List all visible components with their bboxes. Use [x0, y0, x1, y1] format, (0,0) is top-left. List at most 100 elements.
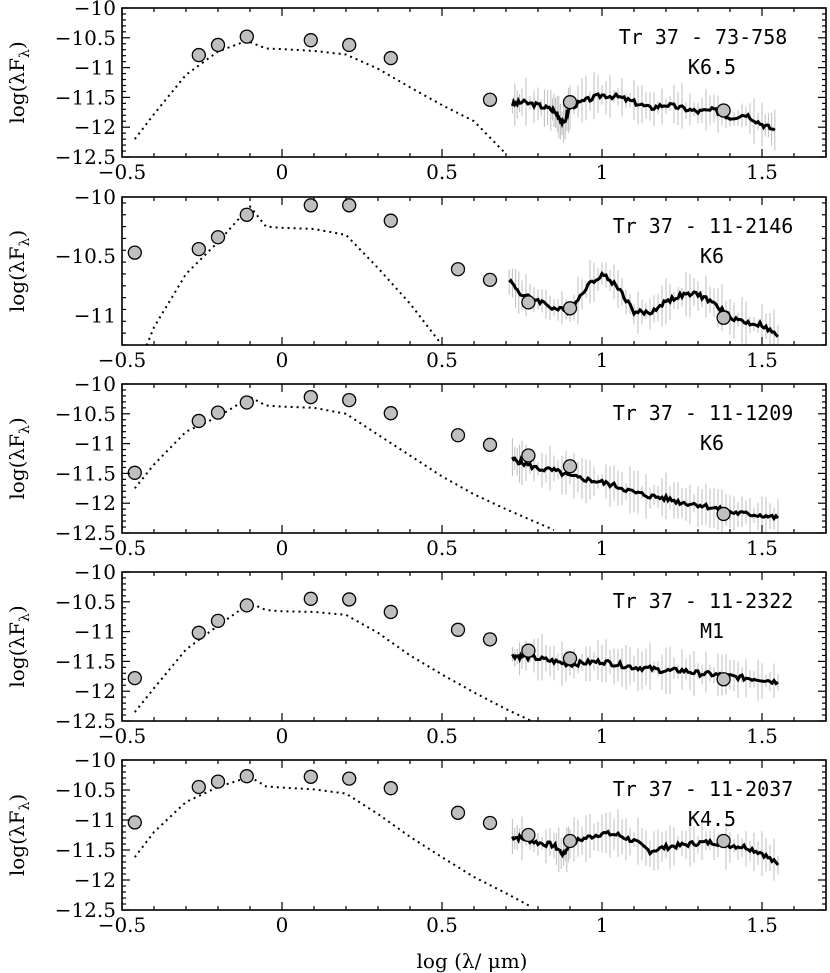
x-axis-title: log (λ/ μm) [417, 949, 528, 973]
y-tick-label: −11 [74, 808, 116, 832]
y-tick-label: −12.5 [55, 709, 116, 733]
y-tick-label: −12.5 [55, 145, 116, 169]
photometry-point [127, 815, 142, 830]
spectral-type-label: K4.5 [688, 807, 736, 831]
photometry-point [562, 833, 578, 849]
photometry-point [127, 245, 142, 260]
photometry-point [191, 241, 206, 257]
photometry-point [303, 591, 318, 606]
photometry-point [191, 413, 206, 429]
x-tick-label: −0.5 [98, 536, 147, 560]
photometry-point [383, 406, 398, 421]
x-tick-label: 0 [276, 348, 289, 372]
photometry-point [239, 207, 254, 222]
photometry-point [450, 622, 466, 637]
spectral-type-label: K6 [700, 431, 724, 455]
photometry-point [450, 428, 466, 443]
photometry-point [450, 262, 466, 277]
panel-1: −0.5 0 0.5 1 1.5 −10 −10.5 −11 −11.5 −12 −12.5 Tr 3… [55, 0, 827, 184]
star-id-label: Tr 37 - 73-758 [619, 25, 788, 49]
photometry-point [383, 781, 398, 796]
spectrum [511, 809, 780, 881]
photometry-point [521, 827, 536, 843]
x-tick-label: 1 [596, 160, 609, 184]
panel-3: −0.5 0 0.5 1 1.5 −10 −10.5 −11 −11.5 −12 −12.5 Tr 3… [55, 372, 827, 560]
y-axis-title: log(λFλ) [5, 794, 33, 876]
y-tick-label: −11.5 [55, 649, 116, 673]
plot-area [127, 591, 779, 721]
y-tick-label: −11 [74, 620, 116, 644]
y-tick-label: −11.5 [55, 838, 116, 862]
photometry-point [482, 92, 498, 107]
x-tick-label: 0 [276, 724, 289, 748]
x-tick-label: 1 [596, 724, 609, 748]
y-tick-label: −12 [74, 491, 116, 515]
photometry-point [383, 50, 398, 66]
spectrum-line [508, 270, 780, 338]
x-tick-label: 0.5 [426, 160, 458, 184]
photometry-point [191, 625, 206, 640]
x-tick-label: 0 [276, 913, 289, 937]
photometry-point [210, 230, 226, 245]
y-tick-label: −10.5 [55, 778, 116, 802]
spectrum [511, 634, 779, 701]
x-tick-label: 0 [276, 160, 289, 184]
y-tick-label: −12.5 [55, 898, 116, 922]
y-axis-titles: log(λFλ) log(λFλ) log(λFλ) log(λFλ) log(λFλ) [5, 41, 33, 876]
photometry-point [521, 448, 536, 463]
photometry-point [210, 613, 226, 629]
x-tick-label: 1 [596, 348, 609, 372]
photometry-point [562, 651, 578, 666]
y-tick-label: −10.5 [55, 402, 116, 426]
model-photosphere-line [134, 601, 533, 721]
photometry-point [127, 670, 142, 686]
y-tick-label: −12 [74, 868, 116, 892]
star-id-label: Tr 37 - 11-2146 [613, 214, 794, 238]
photometry-point [239, 769, 254, 784]
x-tick-label: −0.5 [98, 913, 147, 937]
y-axis-title: log(λFλ) [5, 41, 33, 123]
photometry-point [562, 95, 578, 110]
model-photosphere-line [134, 775, 533, 908]
y-tick-label: −12.5 [55, 521, 116, 545]
y-tick-label: −10.5 [55, 26, 116, 50]
y-tick-label: −11.5 [55, 85, 116, 109]
x-tick-label: 0.5 [426, 536, 458, 560]
star-id-label: Tr 37 - 11-2322 [613, 589, 794, 613]
y-tick-label: −12 [74, 679, 116, 703]
photometry-point [239, 598, 254, 613]
plot-area [127, 769, 780, 908]
spectrum-line [511, 455, 780, 522]
x-tick-label: 0.5 [426, 348, 458, 372]
spectrum [510, 71, 776, 151]
x-tick-label: −0.5 [98, 348, 147, 372]
y-tick-label: −11 [74, 56, 116, 80]
spectrum [511, 438, 780, 533]
photometry-point [342, 771, 357, 786]
photometry-point [210, 405, 226, 420]
panel-4: −0.5 0 0.5 1 1.5 −10 −10.5 −11 −11.5 −12 −12.5 Tr 3… [55, 560, 827, 748]
photometry-point [450, 805, 466, 820]
spectral-type-label: K6.5 [688, 55, 736, 79]
y-tick-label: −10.5 [55, 244, 116, 268]
x-tick-label: −0.5 [98, 724, 147, 748]
photometry-point [716, 103, 731, 118]
y-tick-label: −11 [74, 303, 116, 327]
y-tick-label: −10 [74, 185, 116, 209]
photometry-point [521, 643, 536, 658]
photometry-point [482, 632, 498, 647]
spectral-type-label: M1 [700, 619, 724, 643]
photometry-point [716, 310, 731, 325]
plot-area [134, 29, 776, 155]
photometry-point [482, 272, 498, 288]
photometry-point [239, 395, 254, 410]
spectrum-line [511, 651, 779, 686]
y-axis-title: log(λFλ) [5, 605, 33, 687]
sed-panels: −0.5 0 0.5 1 1.5 −10 −10.5 −11 −11.5 −12 −12.5 Tr 3… [55, 0, 827, 937]
photometry-point [342, 198, 357, 213]
photometry-point [342, 392, 357, 408]
photometry-point [383, 604, 398, 620]
plot-area [127, 389, 780, 533]
photometry-point [716, 506, 731, 522]
photometry-point [210, 774, 226, 789]
